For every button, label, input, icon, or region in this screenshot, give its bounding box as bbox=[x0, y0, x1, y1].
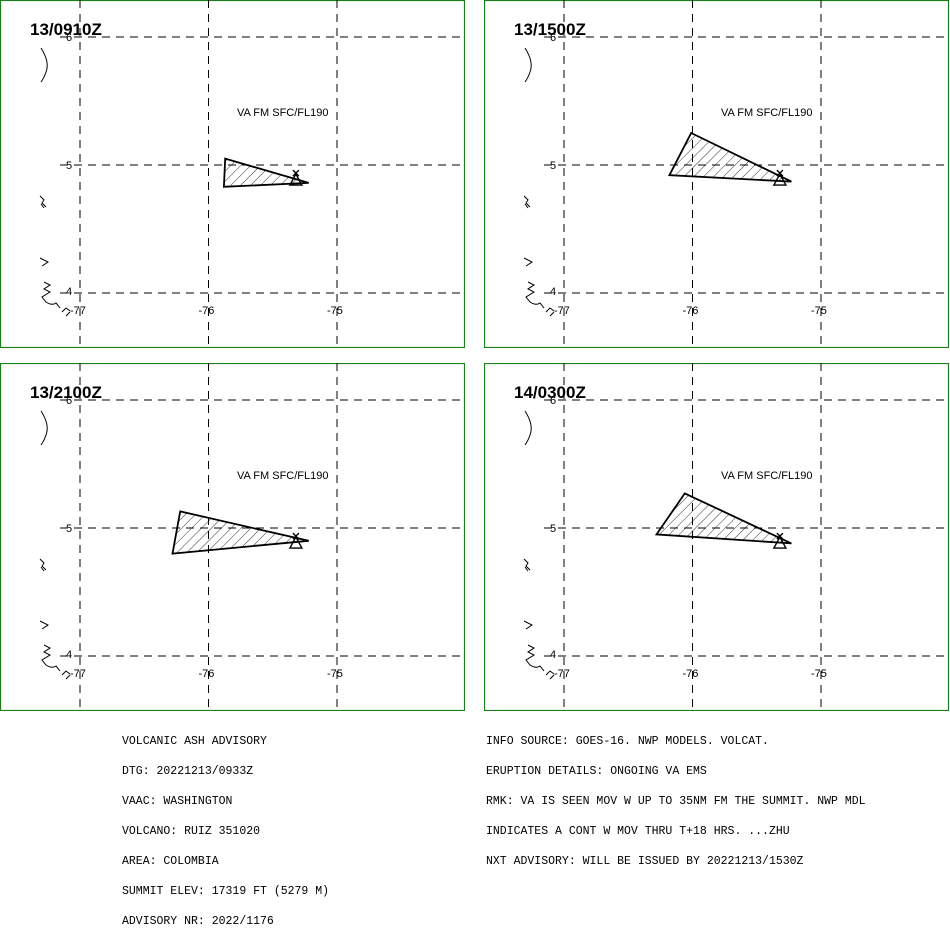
lat-label-6: 6 bbox=[550, 32, 556, 44]
lon-label-75: -75 bbox=[327, 668, 343, 680]
panel-frame bbox=[0, 0, 465, 348]
volcano-eruption-mark bbox=[776, 169, 784, 177]
ash-level-label: VA FM SFC/FL190 bbox=[237, 107, 329, 119]
coastline-segment bbox=[40, 410, 48, 446]
coastline-segment bbox=[39, 620, 49, 630]
ash-cloud-polygon bbox=[171, 510, 309, 555]
lon-label-77: -77 bbox=[554, 305, 570, 317]
advisory-line: NXT ADVISORY: WILL BE ISSUED BY 20221213… bbox=[486, 855, 804, 868]
lat-label-5: 5 bbox=[66, 160, 72, 172]
volcano-triangle bbox=[772, 172, 788, 186]
volcano-symbol-icon bbox=[288, 532, 304, 549]
advisory-line: SUMMIT ELEV: 17319 FT (5279 M) bbox=[122, 885, 330, 898]
lon-label-75: -75 bbox=[811, 668, 827, 680]
advisory-line: VOLCANIC ASH ADVISORY bbox=[122, 735, 267, 748]
coastline-segment bbox=[40, 47, 48, 83]
lat-label-5: 5 bbox=[550, 160, 556, 172]
forecast-time-label: 13/2100Z bbox=[30, 383, 102, 402]
advisory-header-block: VOLCANIC ASH ADVISORY DTG: 20221213/0933… bbox=[122, 717, 329, 937]
lat-label-6: 6 bbox=[66, 32, 72, 44]
advisory-line: VOLCANO: RUIZ 351020 bbox=[122, 825, 261, 838]
panel-frame bbox=[484, 0, 949, 348]
ash-level-label: VA FM SFC/FL190 bbox=[721, 470, 813, 482]
lat-label-4: 4 bbox=[66, 649, 72, 661]
coastline-segment bbox=[524, 410, 532, 446]
advisory-line: RMK: VA IS SEEN MOV W UP TO 35NM FM THE … bbox=[486, 795, 866, 808]
lat-label-6: 6 bbox=[66, 395, 72, 407]
volcano-triangle bbox=[772, 535, 788, 549]
ash-level-label: VA FM SFC/FL190 bbox=[721, 107, 813, 119]
lat-label-4: 4 bbox=[550, 286, 556, 298]
volcano-eruption-mark bbox=[776, 532, 784, 540]
volcano-triangle bbox=[288, 535, 304, 549]
map-panel-3: 13/2100Z VA FM SFC/FL190 6 5 4 -77 -76 -… bbox=[0, 363, 465, 711]
coastline-segment bbox=[525, 644, 555, 680]
coastline-segment bbox=[523, 195, 531, 209]
ash-cloud-polygon bbox=[222, 157, 309, 188]
volcano-eruption-mark bbox=[292, 532, 300, 540]
panel-frame bbox=[0, 363, 465, 711]
coastline-segment bbox=[523, 620, 533, 630]
advisory-line: INFO SOURCE: GOES-16. NWP MODELS. VOLCAT… bbox=[486, 735, 769, 748]
ash-level-label: VA FM SFC/FL190 bbox=[237, 470, 329, 482]
ash-cloud-polygon bbox=[667, 131, 792, 183]
lon-label-77: -77 bbox=[554, 668, 570, 680]
coastline-segment bbox=[41, 644, 71, 680]
lat-label-5: 5 bbox=[66, 523, 72, 535]
lon-label-77: -77 bbox=[70, 668, 86, 680]
coastline-segment bbox=[39, 195, 47, 209]
map-svg: 13/1500Z VA FM SFC/FL190 6 5 4 -77 -76 -… bbox=[484, 0, 949, 348]
lon-label-76: -76 bbox=[199, 305, 215, 317]
forecast-time-label: 13/1500Z bbox=[514, 20, 586, 39]
graticule bbox=[60, 0, 465, 348]
lat-label-5: 5 bbox=[550, 523, 556, 535]
lat-label-6: 6 bbox=[550, 395, 556, 407]
map-panel-4: 14/0300Z VA FM SFC/FL190 6 5 4 -77 -76 -… bbox=[484, 363, 949, 711]
advisory-line: ERUPTION DETAILS: ONGOING VA EMS bbox=[486, 765, 707, 778]
volcano-triangle bbox=[288, 172, 304, 186]
coastline bbox=[39, 47, 71, 317]
coastline-segment bbox=[41, 281, 71, 317]
lat-label-4: 4 bbox=[550, 649, 556, 661]
advisory-details-block: INFO SOURCE: GOES-16. NWP MODELS. VOLCAT… bbox=[486, 717, 866, 877]
lon-label-75: -75 bbox=[327, 305, 343, 317]
coastline bbox=[523, 410, 555, 680]
advisory-line: VAAC: WASHINGTON bbox=[122, 795, 233, 808]
advisory-line: DTG: 20221213/0933Z bbox=[122, 765, 254, 778]
forecast-time-label: 14/0300Z bbox=[514, 383, 586, 402]
lon-label-76: -76 bbox=[683, 305, 699, 317]
advisory-line: AREA: COLOMBIA bbox=[122, 855, 219, 868]
lon-label-75: -75 bbox=[811, 305, 827, 317]
volcano-symbol-icon bbox=[772, 169, 788, 186]
volcano-symbol-icon bbox=[772, 532, 788, 549]
coastline bbox=[39, 410, 71, 680]
lat-label-4: 4 bbox=[66, 286, 72, 298]
coastline-segment bbox=[39, 558, 47, 572]
forecast-time-label: 13/0910Z bbox=[30, 20, 102, 39]
map-svg: 14/0300Z VA FM SFC/FL190 6 5 4 -77 -76 -… bbox=[484, 363, 949, 711]
lon-label-76: -76 bbox=[683, 668, 699, 680]
coastline-segment bbox=[39, 257, 49, 267]
map-svg: 13/2100Z VA FM SFC/FL190 6 5 4 -77 -76 -… bbox=[0, 363, 465, 711]
map-panel-2: 13/1500Z VA FM SFC/FL190 6 5 4 -77 -76 -… bbox=[484, 0, 949, 348]
coastline-segment bbox=[523, 257, 533, 267]
map-svg: 13/0910Z VA FM SFC/FL190 6 5 4 -77 -76 -… bbox=[0, 0, 465, 348]
coastline bbox=[523, 47, 555, 317]
map-panel-1: 13/0910Z VA FM SFC/FL190 6 5 4 -77 -76 -… bbox=[0, 0, 465, 348]
volcano-eruption-mark bbox=[292, 169, 300, 177]
volcano-symbol-icon bbox=[288, 169, 304, 186]
coastline-segment bbox=[523, 558, 531, 572]
panel-frame bbox=[484, 363, 949, 711]
lon-label-76: -76 bbox=[199, 668, 215, 680]
advisory-line: ADVISORY NR: 2022/1176 bbox=[122, 915, 274, 928]
coastline-segment bbox=[524, 47, 532, 83]
coastline-segment bbox=[525, 281, 555, 317]
ash-cloud-polygon bbox=[654, 492, 792, 545]
lon-label-77: -77 bbox=[70, 305, 86, 317]
advisory-line: INDICATES A CONT W MOV THRU T+18 HRS. ..… bbox=[486, 825, 790, 838]
